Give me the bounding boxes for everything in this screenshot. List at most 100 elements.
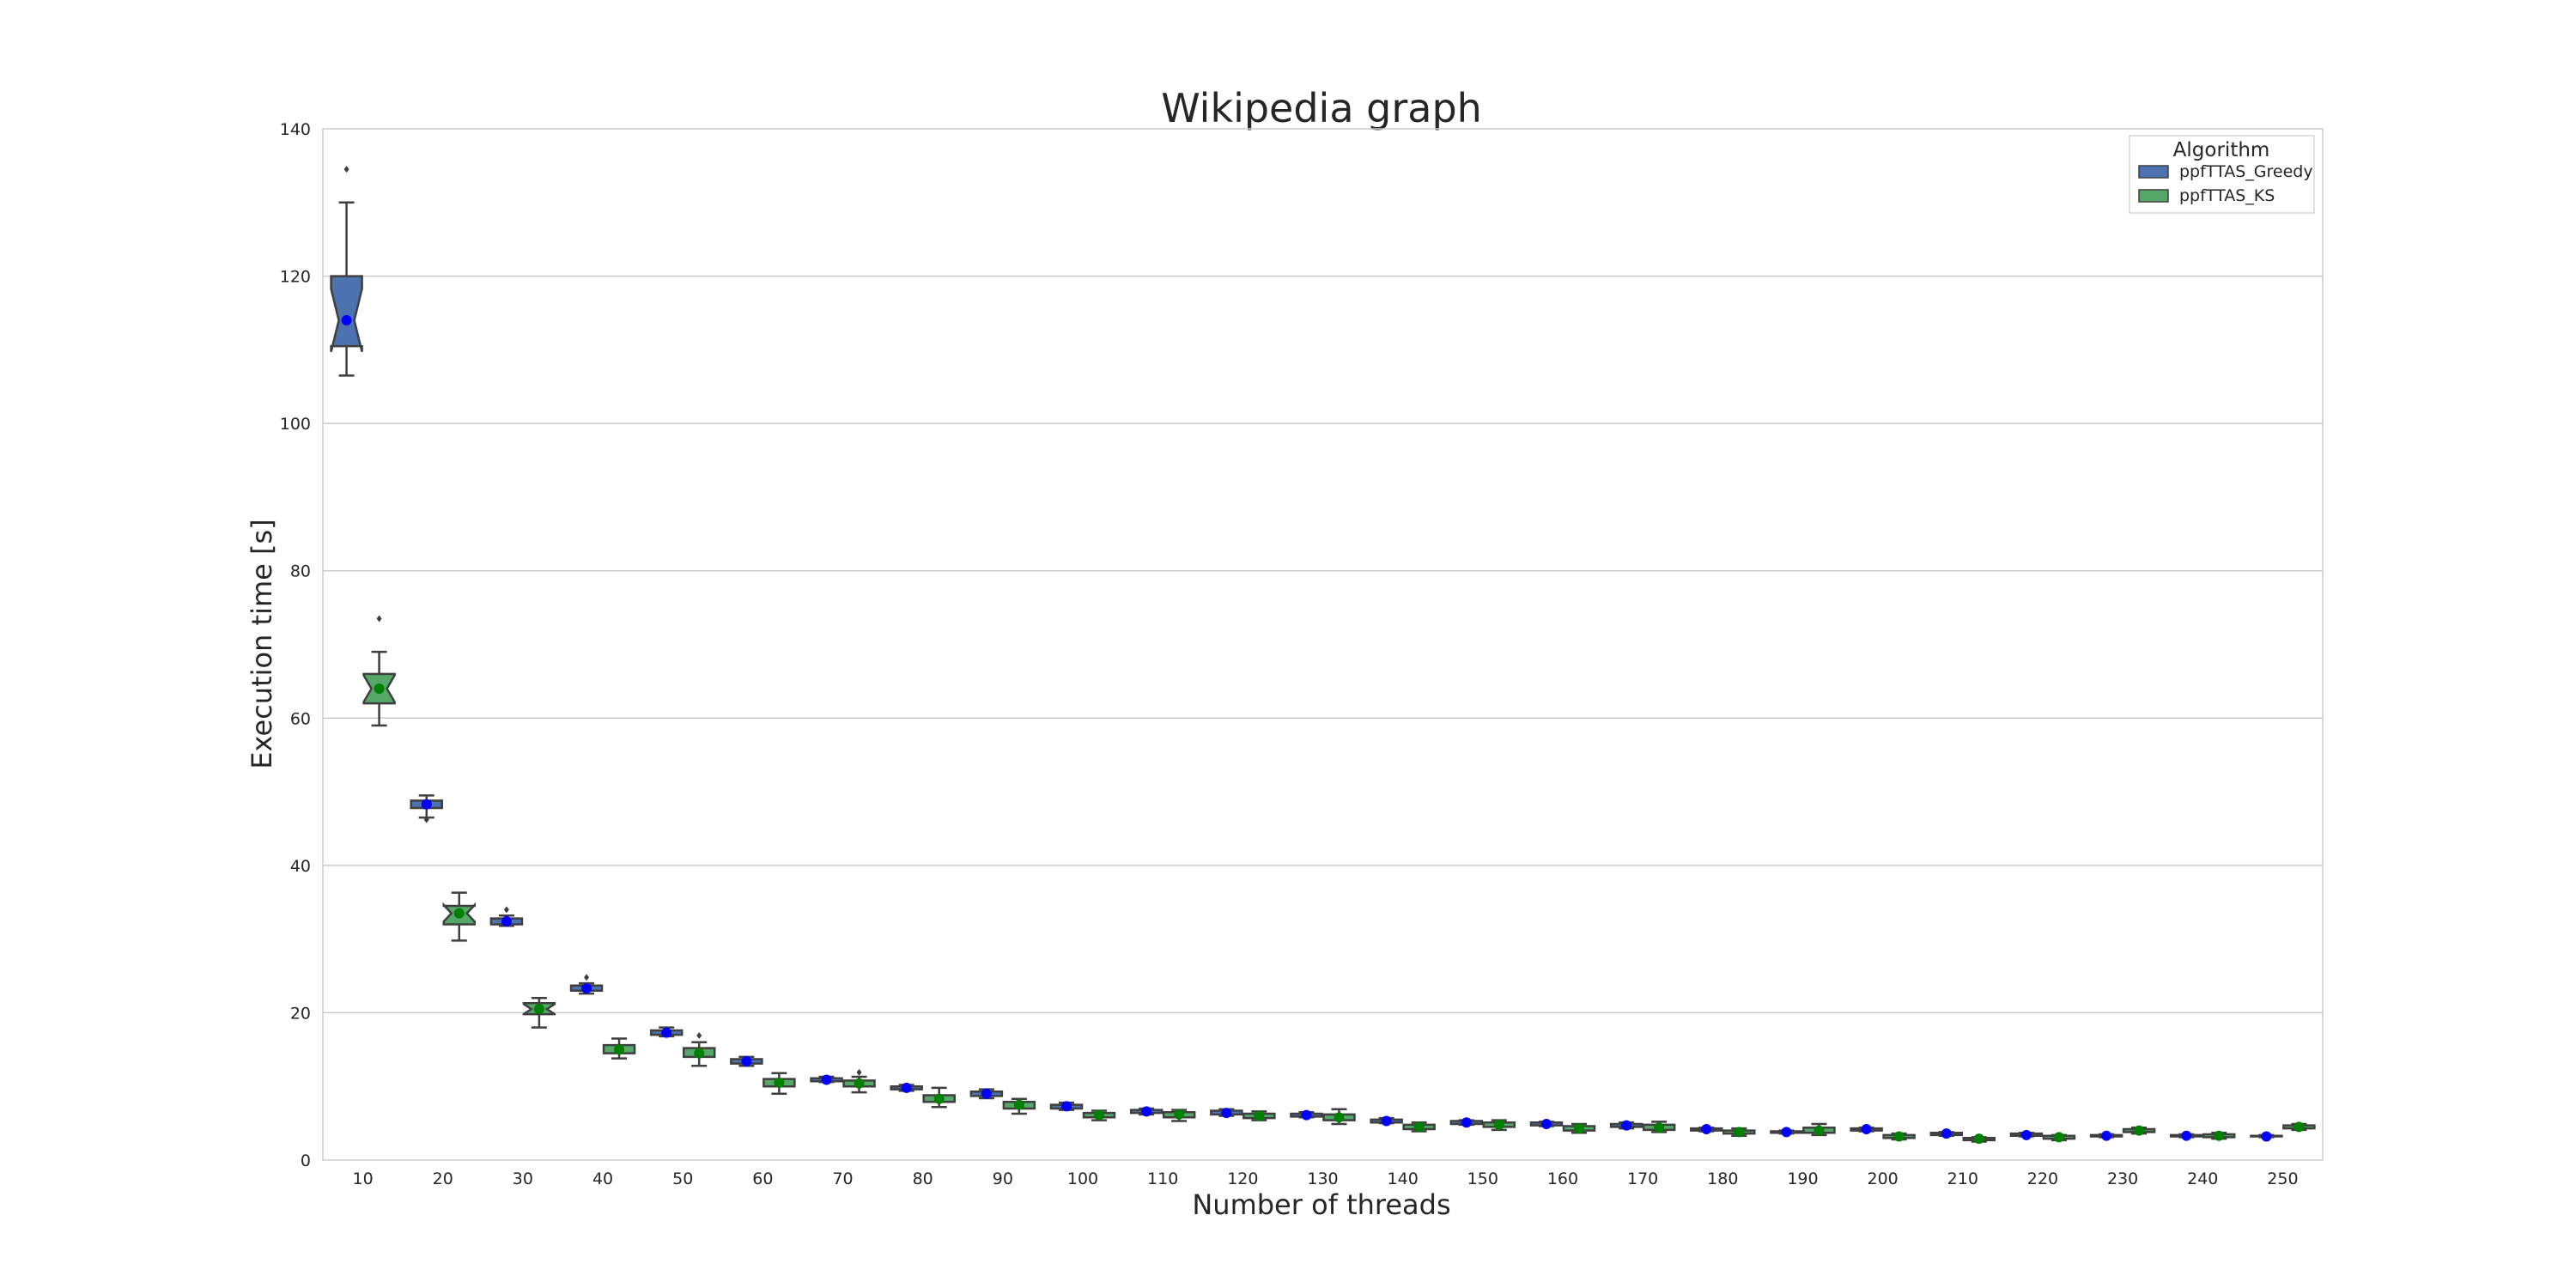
box-ppfTTAS_Greedy-180 (1690, 1123, 1723, 1134)
x-tick-label: 190 (1787, 1170, 1818, 1188)
mean-marker (1573, 1123, 1584, 1134)
mean-marker (1493, 1119, 1504, 1130)
box-ppfTTAS_Greedy-170 (1609, 1120, 1643, 1131)
outlier-point (856, 1068, 862, 1076)
plot-area (322, 128, 2324, 1161)
mean-marker (341, 315, 352, 326)
mean-marker (581, 983, 592, 994)
mean-marker (774, 1077, 785, 1088)
mean-marker (533, 1004, 544, 1015)
outlier-point (696, 1032, 702, 1040)
x-tick-label: 220 (2027, 1170, 2058, 1188)
x-tick-label: 170 (1627, 1170, 1658, 1188)
mean-marker (1941, 1128, 1952, 1139)
y-tick-label: 80 (290, 562, 311, 581)
y-tick-label: 20 (290, 1004, 311, 1023)
mean-marker (901, 1082, 912, 1093)
outlier-point (503, 906, 509, 914)
x-tick-label: 70 (832, 1170, 853, 1188)
x-tick-label: 230 (2107, 1170, 2138, 1188)
box-ppfTTAS_Greedy-80 (890, 1082, 923, 1093)
box-ppfTTAS_Greedy-20 (410, 794, 443, 823)
box-ppfTTAS_Greedy-60 (730, 1055, 763, 1067)
box-ppfTTAS_Greedy-40 (569, 974, 604, 995)
box-ppfTTAS_Greedy-130 (1290, 1109, 1323, 1121)
x-axis-title: Number of threads (1192, 1188, 1450, 1221)
legend-items: ppfTTAS_Greedy ppfTTAS_KS (2138, 162, 2313, 205)
box-ppfTTAS_Greedy-50 (649, 1026, 683, 1038)
box-ppfTTAS_KS-90 (1002, 1097, 1036, 1115)
box-ppfTTAS_KS-130 (1322, 1108, 1356, 1126)
box-ppfTTAS_Greedy-100 (1049, 1101, 1084, 1112)
y-axis-ticks: 0 20 40 60 80 100 120 140 (280, 120, 311, 1170)
gridlines (323, 275, 2323, 1014)
box-ppfTTAS_KS-220 (2042, 1132, 2076, 1143)
box-ppfTTAS_Greedy-140 (1370, 1115, 1403, 1127)
mean-marker (2181, 1130, 2192, 1141)
x-tick-label: 50 (672, 1170, 693, 1188)
mean-marker (1654, 1122, 1665, 1133)
mean-marker (821, 1074, 832, 1085)
x-tick-label: 60 (752, 1170, 773, 1188)
box-ppfTTAS_Greedy-230 (2089, 1130, 2123, 1141)
mean-marker (1461, 1117, 1472, 1128)
mean-marker (2101, 1130, 2112, 1141)
mean-marker (2261, 1131, 2272, 1142)
x-tick-label: 90 (993, 1170, 1013, 1188)
mean-marker (1734, 1127, 1745, 1138)
mean-marker (661, 1027, 672, 1038)
x-tick-label: 30 (513, 1170, 533, 1188)
box-ppfTTAS_KS-160 (1562, 1122, 1596, 1134)
mean-marker (2214, 1130, 2225, 1141)
mean-marker (981, 1088, 992, 1099)
mean-marker (374, 683, 385, 694)
x-tick-label: 160 (1547, 1170, 1578, 1188)
box-ppfTTAS_KS-110 (1162, 1109, 1196, 1122)
mean-marker (1814, 1125, 1825, 1136)
box-body (330, 275, 363, 353)
box-ppfTTAS_Greedy-190 (1770, 1127, 1803, 1138)
box-series (330, 166, 2316, 1145)
legend-swatch (2138, 189, 2169, 203)
mean-marker (1973, 1133, 1984, 1145)
box-ppfTTAS_KS-30 (522, 997, 556, 1029)
mean-marker (1893, 1131, 1905, 1142)
chart-title: Wikipedia graph (1161, 85, 1482, 131)
mean-marker (1013, 1099, 1024, 1110)
mean-marker (1141, 1106, 1152, 1117)
y-tick-label: 60 (290, 709, 311, 728)
mean-marker (2134, 1125, 2145, 1136)
box-ppfTTAS_KS-170 (1642, 1121, 1676, 1133)
box-ppfTTAS_Greedy-120 (1210, 1108, 1243, 1119)
x-tick-label: 120 (1227, 1170, 1258, 1188)
box-ppfTTAS_Greedy-150 (1449, 1117, 1484, 1128)
y-tick-label: 140 (280, 120, 311, 139)
mean-marker (1254, 1110, 1265, 1121)
mean-marker (694, 1048, 705, 1059)
box-ppfTTAS_KS-40 (602, 1037, 636, 1060)
mean-marker (1094, 1109, 1105, 1121)
box-ppfTTAS_Greedy-210 (1929, 1128, 1964, 1139)
mean-marker (421, 799, 432, 810)
box-ppfTTAS_KS-20 (442, 891, 476, 942)
y-tick-label: 40 (290, 857, 311, 876)
mean-marker (1334, 1112, 1345, 1123)
x-tick-label: 200 (1867, 1170, 1898, 1188)
box-ppfTTAS_KS-10 (362, 615, 396, 727)
legend-swatch (2138, 165, 2169, 179)
x-tick-label: 150 (1467, 1170, 1498, 1188)
box-ppfTTAS_Greedy-250 (2250, 1131, 2283, 1142)
box-ppfTTAS_Greedy-220 (2009, 1129, 2044, 1140)
box-ppfTTAS_KS-80 (922, 1086, 956, 1109)
x-tick-label: 20 (433, 1170, 453, 1188)
box-ppfTTAS_Greedy-10 (330, 166, 363, 377)
y-tick-label: 120 (280, 268, 311, 287)
box-ppfTTAS_KS-210 (1962, 1133, 1996, 1145)
outlier-point (584, 974, 590, 981)
box-ppfTTAS_KS-190 (1802, 1122, 1836, 1137)
x-tick-label: 140 (1388, 1170, 1419, 1188)
outlier-point (343, 166, 349, 173)
y-tick-label: 0 (301, 1151, 311, 1170)
mean-marker (501, 916, 512, 927)
x-tick-label: 10 (352, 1170, 373, 1188)
